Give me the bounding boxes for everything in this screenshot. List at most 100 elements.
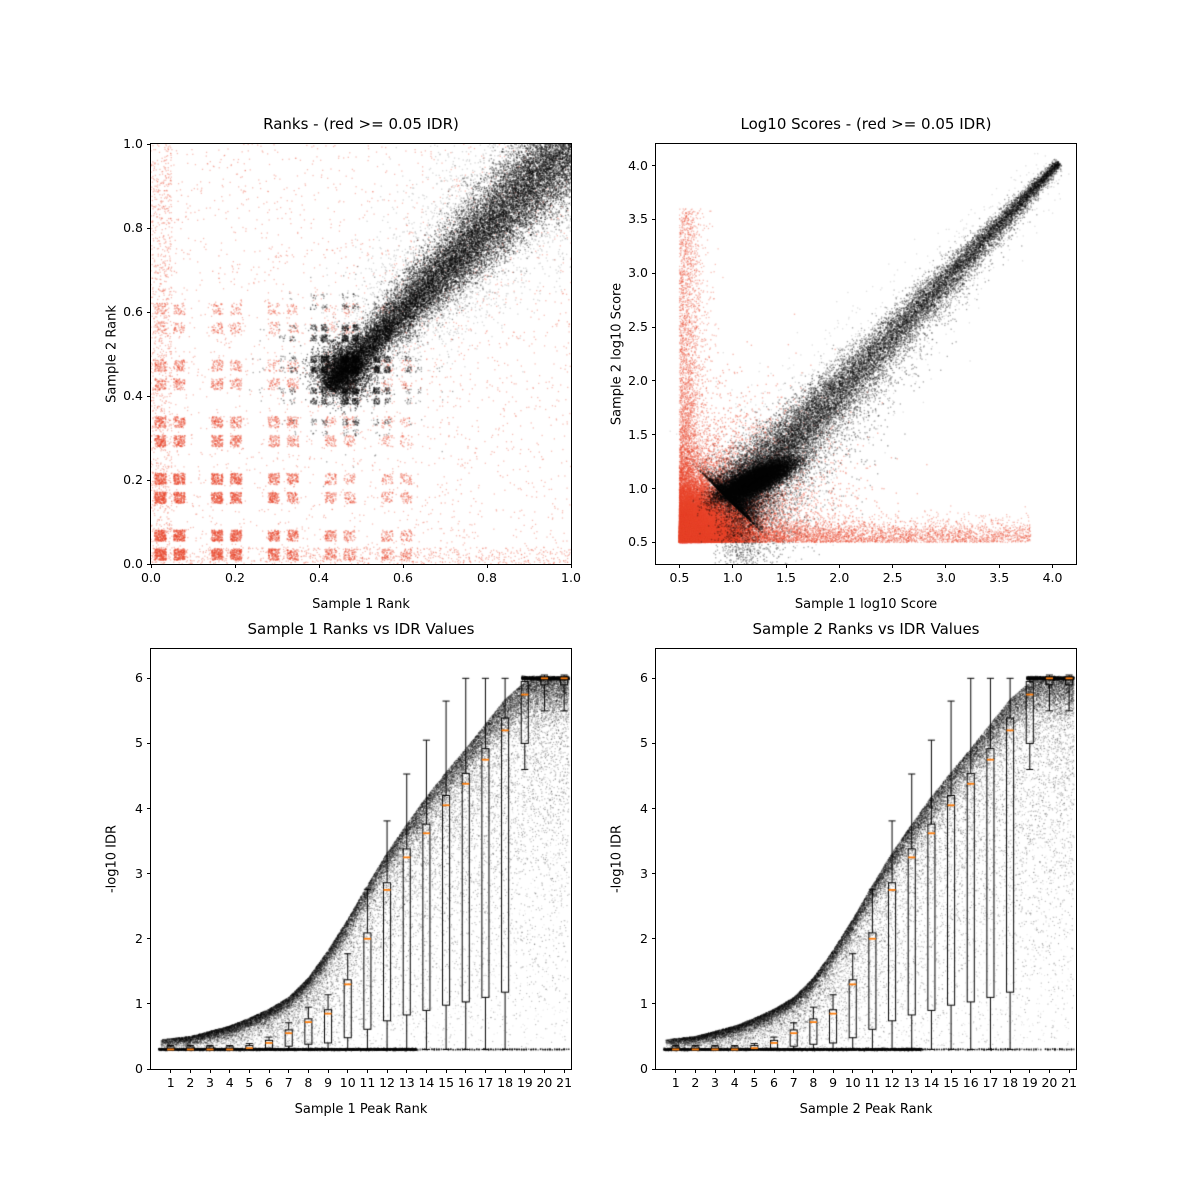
x-tick-mark: [832, 1069, 834, 1073]
x-tick-label: 17: [477, 1075, 494, 1090]
y-tick-label: 3: [135, 865, 143, 881]
x-tick-label: 2: [691, 1075, 700, 1090]
x-tick-label: 2: [186, 1075, 195, 1090]
y-axis-label: -log10 IDR: [609, 824, 625, 894]
y-tick-mark: [652, 742, 656, 744]
x-tick-label: 15: [943, 1075, 960, 1090]
plot-area: 1 2 3 4 5 6 7 8 9 10 11 12 13 14 15 16 17 18 19 20 21 0 1 2 3 4 5 6: [135, 648, 572, 1090]
chart-title: Log10 Scores - (red >= 0.05 IDR): [740, 115, 992, 133]
x-tick-mark: [989, 1069, 991, 1073]
x-tick-mark: [248, 1069, 250, 1073]
y-tick-mark: [652, 1003, 656, 1005]
y-tick-mark: [147, 143, 151, 145]
y-tick-mark: [652, 380, 656, 382]
x-tick-label: 5: [750, 1075, 759, 1090]
x-tick-label: 1.5: [776, 570, 796, 585]
x-tick-mark: [838, 564, 840, 568]
x-tick-mark: [930, 1069, 932, 1073]
x-tick-label: 1: [166, 1075, 175, 1090]
x-tick-label: 5: [245, 1075, 254, 1090]
x-tick-label: 0.4: [309, 570, 329, 585]
x-tick-label: 8: [809, 1075, 818, 1090]
y-tick-label: 5: [640, 735, 648, 751]
y-tick-label: 5: [135, 735, 143, 751]
y-tick-mark: [652, 808, 656, 810]
y-tick-mark: [652, 541, 656, 543]
y-tick-mark: [652, 677, 656, 679]
y-tick-label: 0.6: [123, 303, 143, 319]
y-tick-label: 6: [640, 670, 648, 686]
x-tick-label: 19: [516, 1075, 533, 1090]
scatter-canvas: [151, 144, 571, 564]
x-tick-mark: [1068, 1069, 1070, 1073]
x-tick-label: 1.0: [722, 570, 743, 585]
x-tick-mark: [465, 1069, 467, 1073]
x-axis-label: Sample 2 Peak Rank: [799, 1102, 933, 1117]
x-tick-mark: [563, 1069, 565, 1073]
y-tick-mark: [652, 218, 656, 220]
y-tick-mark: [652, 938, 656, 940]
x-tick-mark: [753, 1069, 755, 1073]
x-tick-label: 12: [884, 1075, 901, 1090]
x-tick-mark: [425, 1069, 427, 1073]
x-tick-label: 3.0: [935, 570, 956, 585]
x-tick-label: 0.8: [477, 570, 497, 585]
y-tick-label: 0.4: [123, 387, 143, 403]
x-tick-label: 2.0: [829, 570, 850, 585]
y-tick-label: 6: [135, 670, 143, 686]
y-tick-mark: [147, 563, 151, 565]
x-tick-label: 21: [556, 1075, 573, 1090]
x-tick-mark: [347, 1069, 349, 1073]
x-tick-mark: [675, 1069, 677, 1073]
y-tick-mark: [652, 873, 656, 875]
x-tick-label: 17: [982, 1075, 999, 1090]
x-tick-mark: [524, 1069, 526, 1073]
y-axis-label: Sample 2 Rank: [104, 305, 120, 403]
x-tick-mark: [484, 1069, 486, 1073]
x-tick-label: 6: [265, 1075, 274, 1090]
x-tick-mark: [288, 1069, 290, 1073]
x-tick-mark: [486, 564, 488, 568]
y-tick-label: 2.5: [628, 318, 648, 334]
x-tick-mark: [366, 1069, 368, 1073]
x-tick-mark: [543, 1069, 545, 1073]
y-tick-mark: [652, 165, 656, 167]
y-tick-label: 3.5: [628, 211, 648, 227]
x-tick-label: 4: [730, 1075, 739, 1090]
x-tick-label: 21: [1061, 1075, 1078, 1090]
x-tick-label: 20: [536, 1075, 553, 1090]
y-tick-mark: [147, 1003, 151, 1005]
y-tick-label: 4.0: [628, 157, 648, 173]
x-tick-mark: [327, 1069, 329, 1073]
x-tick-label: 10: [339, 1075, 356, 1090]
x-tick-mark: [892, 564, 894, 568]
x-tick-label: 8: [304, 1075, 313, 1090]
x-tick-label: 3.5: [989, 570, 1010, 585]
x-tick-mark: [732, 564, 734, 568]
x-tick-mark: [1029, 1069, 1031, 1073]
x-tick-mark: [1009, 1069, 1011, 1073]
y-tick-label: 1: [640, 995, 648, 1011]
x-tick-mark: [793, 1069, 795, 1073]
x-tick-mark: [234, 564, 236, 568]
x-tick-mark: [678, 564, 680, 568]
x-tick-mark: [1048, 1069, 1050, 1073]
y-tick-mark: [652, 1068, 656, 1070]
x-tick-mark: [911, 1069, 913, 1073]
y-tick-mark: [147, 395, 151, 397]
x-tick-mark: [950, 1069, 952, 1073]
x-tick-label: 14: [923, 1075, 940, 1090]
x-tick-label: 6: [770, 1075, 779, 1090]
y-tick-mark: [147, 938, 151, 940]
x-tick-label: 10: [844, 1075, 861, 1090]
y-tick-label: 0.2: [123, 471, 143, 487]
x-tick-label: 3: [206, 1075, 214, 1090]
y-tick-mark: [147, 808, 151, 810]
y-tick-mark: [147, 677, 151, 679]
x-tick-label: 18: [1002, 1075, 1019, 1090]
y-tick-label: 2: [135, 930, 143, 946]
y-axis-label: Sample 2 log10 Score: [609, 282, 625, 426]
y-tick-label: 0: [135, 1060, 143, 1076]
plot-area: 0.5 1.0 1.5 2.0 2.5 3.0 3.5 4.0 0.5 1.0 1.5 2.0 2.5 3…: [628, 143, 1077, 585]
